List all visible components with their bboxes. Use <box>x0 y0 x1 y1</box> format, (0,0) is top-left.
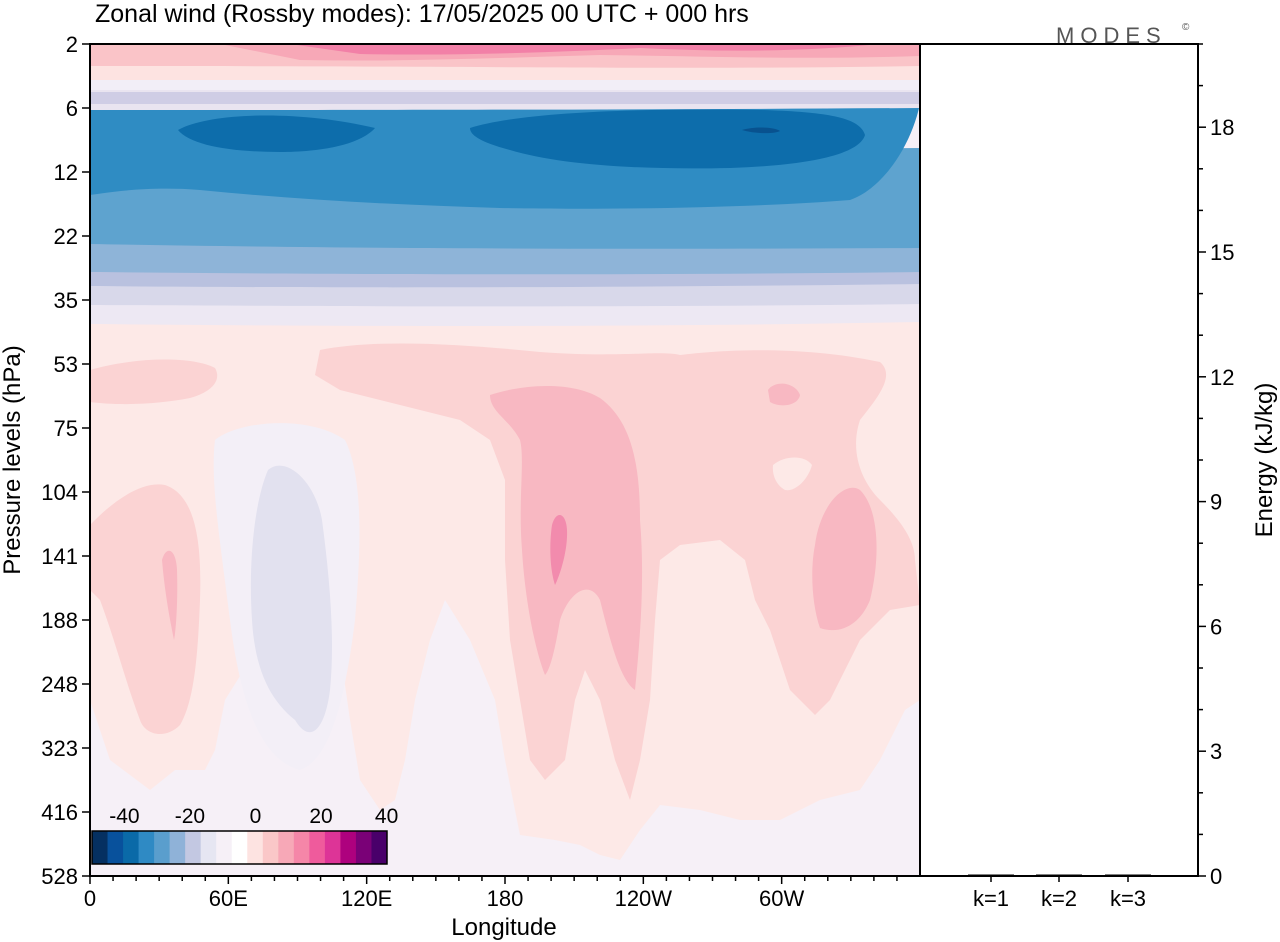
x-tick-label: 180 <box>487 886 524 911</box>
colorbar-swatch <box>216 831 233 864</box>
contour-westerly-10c <box>768 383 800 406</box>
energy-tick-label: 18 <box>1210 115 1234 140</box>
energy-tick-label: 3 <box>1210 739 1222 764</box>
colorbar-swatch <box>185 831 202 864</box>
y-tick-label: 53 <box>54 352 78 377</box>
colorbar-tick-label: 20 <box>309 805 332 828</box>
energy-tick-label: 6 <box>1210 614 1222 639</box>
energy-tick-label: 9 <box>1210 490 1222 515</box>
y-tick-label: 75 <box>54 416 78 441</box>
y-tick-label: 104 <box>41 480 78 505</box>
colorbar-swatch <box>247 831 264 864</box>
colorbar-swatch <box>92 831 109 864</box>
x-tick-label: 0 <box>84 886 96 911</box>
y-tick-label: 12 <box>54 160 78 185</box>
energy-axis-ticks: 0 3 6 9 12 15 18 <box>1198 43 1234 889</box>
colorbar-swatch <box>154 831 171 864</box>
logo-mark: © <box>1182 22 1190 33</box>
colorbar-tick-label: -40 <box>109 805 139 828</box>
colorbar-tick-label: 0 <box>250 805 262 828</box>
colorbar: -40 -20 0 20 40 <box>91 805 398 865</box>
y-tick-label: 35 <box>54 288 78 313</box>
colorbar-swatch <box>293 831 310 864</box>
y-tick-label: 528 <box>41 864 78 889</box>
energy-category-label: k=3 <box>1110 886 1146 911</box>
contour-field <box>90 44 920 876</box>
band-7 <box>742 127 780 134</box>
x-tick-label: 120E <box>341 886 392 911</box>
x-axis-label: Longitude <box>451 914 556 941</box>
energy-category-label: k=2 <box>1041 886 1077 911</box>
y-tick-label: 141 <box>41 544 78 569</box>
colorbar-swatch <box>355 831 372 864</box>
colorbar-swatch <box>324 831 341 864</box>
y-tick-label: 188 <box>41 608 78 633</box>
chart-title: Zonal wind (Rossby modes): 17/05/2025 00… <box>95 0 749 28</box>
energy-bars: k=1 k=2 k=3 <box>968 874 1151 911</box>
upper-5 <box>290 44 880 55</box>
colorbar-swatch <box>200 831 217 864</box>
colorbar-swatch <box>371 831 388 864</box>
colorbar-tick-label: -20 <box>175 805 205 828</box>
colorbar-frame <box>91 830 388 865</box>
x-tick-label: 60E <box>209 886 248 911</box>
x-tick-label: 60W <box>759 886 804 911</box>
colorbar-swatch <box>262 831 279 864</box>
colorbar-swatch <box>169 831 186 864</box>
contour-westerly-5a <box>90 359 218 405</box>
energy-tick-label: 12 <box>1210 365 1234 390</box>
y-axis-label: Pressure levels (hPa) <box>0 345 26 574</box>
upper-1 <box>90 78 920 90</box>
energy-axes-frame <box>919 43 1199 877</box>
energy-bar <box>968 874 1014 876</box>
contour-westerly-15 <box>550 514 568 585</box>
colorbar-swatch <box>123 831 140 864</box>
colorbar-swatch <box>107 831 124 864</box>
contour-hole <box>772 457 812 491</box>
contour-westerly-10b <box>812 487 877 631</box>
colorbar-swatch <box>278 831 295 864</box>
energy-bar <box>1036 874 1082 876</box>
colorbar-swatch <box>340 831 357 864</box>
colorbar-swatch <box>309 831 326 864</box>
y-tick-label: 6 <box>66 96 78 121</box>
colorbar-swatch <box>138 831 155 864</box>
contour-westerly-10d <box>162 550 178 640</box>
y-tick-label: 2 <box>66 32 78 57</box>
y-axis-ticks: 2 6 12 22 35 53 75 104 141 188 248 323 416 528 <box>41 32 90 889</box>
energy-tick-label: 0 <box>1210 864 1222 889</box>
energy-tick-label: 15 <box>1210 240 1234 265</box>
colorbar-swatch <box>231 831 248 864</box>
band-6a <box>178 115 375 152</box>
y-tick-label: 248 <box>41 672 78 697</box>
y-tick-label: 22 <box>54 224 78 249</box>
y-tick-label: 323 <box>41 736 78 761</box>
contour-westerly-5c <box>90 484 201 735</box>
energy-bar <box>1105 874 1151 876</box>
colorbar-tick-label: 40 <box>375 805 398 828</box>
upper-0 <box>90 92 920 104</box>
contour-easterly-2 <box>250 465 333 733</box>
energy-axis-label: Energy (kJ/kg) <box>1251 383 1278 538</box>
energy-category-label: k=1 <box>973 886 1009 911</box>
x-axis-ticks: 0 60E 120E 180 120W 60W <box>84 876 898 911</box>
band-6b <box>470 109 865 169</box>
y-tick-label: 416 <box>41 800 78 825</box>
x-tick-label: 120W <box>615 886 673 911</box>
